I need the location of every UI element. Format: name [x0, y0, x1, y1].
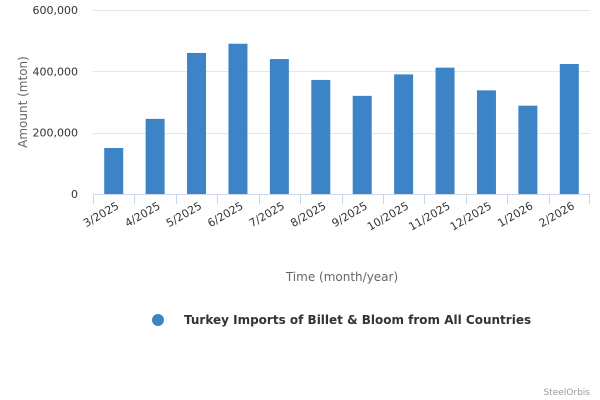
- bar[interactable]: [269, 59, 289, 194]
- x-tick-label: 5/2025: [164, 199, 204, 230]
- gridlines: [93, 10, 590, 134]
- legend-marker: [152, 314, 164, 326]
- legend-label: Turkey Imports of Billet & Bloom from Al…: [184, 313, 531, 327]
- bar[interactable]: [228, 43, 248, 194]
- x-axis-title: Time (month/year): [285, 270, 398, 284]
- bar[interactable]: [559, 63, 579, 195]
- x-tick-label: 7/2025: [247, 199, 287, 230]
- x-tick-label: 9/2025: [330, 199, 370, 230]
- bar[interactable]: [187, 52, 207, 194]
- bar[interactable]: [145, 118, 165, 194]
- x-tick-label: 2/2026: [537, 199, 577, 230]
- y-tick-label: 400,000: [33, 65, 79, 78]
- x-tick-label: 4/2025: [123, 199, 163, 230]
- y-tick-label: 600,000: [33, 4, 79, 17]
- x-tick-label: 1/2026: [495, 199, 535, 230]
- y-axis-title: Amount (mton): [16, 56, 30, 148]
- bar[interactable]: [104, 148, 124, 194]
- x-axis-ticks: 3/2025 4/2025 5/2025 6/2025 7/2025 8/2025 9/20…: [81, 194, 590, 233]
- x-tick-label: 6/2025: [205, 199, 245, 230]
- x-tick-label: 10/2025: [365, 199, 411, 233]
- x-tick-label: 8/2025: [288, 199, 328, 230]
- x-tick-label: 3/2025: [81, 199, 121, 230]
- y-tick-label: 0: [71, 188, 78, 201]
- legend[interactable]: Turkey Imports of Billet & Bloom from Al…: [152, 313, 531, 327]
- bars: [104, 43, 579, 195]
- bar[interactable]: [435, 67, 455, 194]
- y-axis-ticks: 0 200,000 400,000 600,000: [33, 4, 79, 201]
- bar[interactable]: [476, 90, 496, 194]
- bar[interactable]: [311, 79, 331, 194]
- x-tick-label: 11/2025: [406, 199, 452, 233]
- bar[interactable]: [394, 74, 414, 194]
- y-tick-label: 200,000: [33, 127, 79, 140]
- x-tick-label: 12/2025: [448, 199, 494, 233]
- bar[interactable]: [352, 95, 372, 194]
- credit-text[interactable]: SteelOrbis: [543, 388, 590, 398]
- bar[interactable]: [518, 105, 538, 194]
